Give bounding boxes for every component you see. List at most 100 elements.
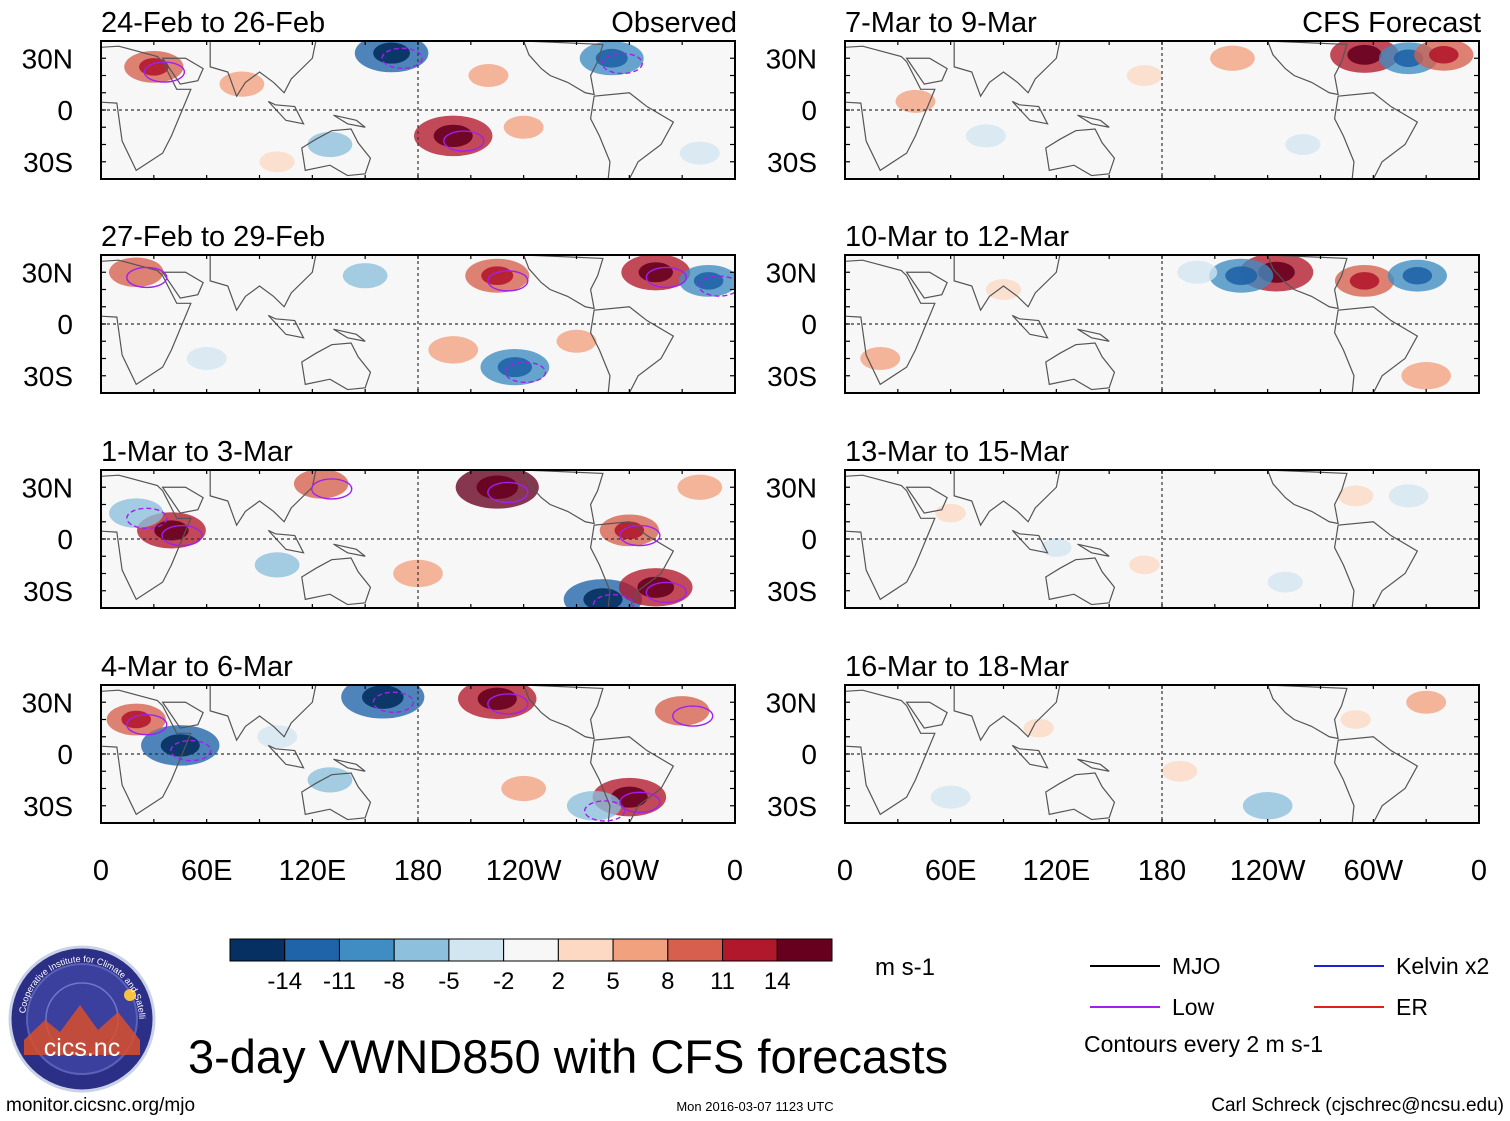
legend: MJO Kelvin x2 Low ER [1090, 953, 1489, 1020]
coastline [1011, 314, 1049, 339]
northerly-anomaly-blob [1285, 134, 1321, 155]
coastline [333, 328, 366, 342]
panel-period: 7-Mar to 9-Mar [845, 7, 1037, 39]
y-tick-label: 30N [766, 687, 817, 718]
y-tick-label: 0 [801, 95, 817, 126]
legend-label: Low [1172, 994, 1215, 1020]
y-tick-label: 30N [22, 687, 73, 718]
y-tick-label: 30S [767, 576, 817, 607]
coastline [301, 557, 372, 606]
y-tick-label: 30S [23, 791, 73, 822]
colorbar-units: m s-1 [875, 954, 935, 981]
low-frequency-contour [372, 691, 415, 713]
coastline [845, 45, 936, 172]
northerly-anomaly-blob [965, 124, 1006, 148]
panel-period: 1-Mar to 3-Mar [101, 436, 293, 468]
northerly-anomaly-blob [1041, 538, 1072, 557]
southerly-anomaly-blob [556, 329, 597, 353]
x-tick-label: 0 [837, 855, 853, 887]
colorbar-label: 11 [710, 968, 735, 995]
legend-entry: Low [1090, 994, 1215, 1020]
colorbar-label: -8 [384, 968, 405, 995]
logo-mountains-icon [24, 1005, 140, 1055]
y-tick-label: 30S [23, 576, 73, 607]
low-frequency-contour [601, 52, 643, 75]
legend-label: ER [1396, 994, 1428, 1020]
x-tick-label: 0 [1471, 855, 1487, 887]
y-tick-label: 0 [801, 309, 817, 340]
colorbar-label: -11 [323, 968, 356, 995]
southerly-anomaly-blob [1406, 690, 1447, 714]
colorbar-box [612, 938, 669, 962]
map-panel: 30N 0 30S 4-Mar to 6-Mar [22, 651, 736, 824]
low-frequency-contour [161, 524, 203, 547]
northerly-anomaly-blob [307, 131, 353, 158]
legend-entry: Kelvin x2 [1314, 953, 1489, 979]
y-tick-label: 30N [766, 43, 817, 74]
strong-anomaly-core [1428, 46, 1459, 64]
northerly-anomaly-blob [679, 141, 720, 165]
colorbar-box [503, 938, 559, 962]
southerly-anomaly-blob [677, 474, 723, 500]
x-tick-label: 180 [394, 855, 442, 887]
colorbar-box [229, 938, 286, 962]
southerly-anomaly-blob [895, 89, 936, 113]
map-panel: 30N 0 30S 27-Feb to 29-Feb [22, 221, 736, 394]
colorbar-label: 5 [606, 968, 619, 995]
colorbar-box [448, 938, 505, 962]
legend-entry: MJO [1090, 953, 1221, 979]
coastline [905, 271, 948, 299]
colorbar-box [667, 938, 724, 962]
southerly-anomaly-blob [1129, 555, 1160, 575]
coastline [1045, 342, 1116, 391]
map-panel: 30N 0 30S 1-Mar to 3-Mar [22, 436, 736, 609]
coastline [1077, 543, 1110, 557]
coastline [1045, 772, 1116, 821]
southerly-anomaly-blob [259, 151, 295, 173]
coastline [301, 772, 372, 821]
x-tick-label: 0 [727, 855, 743, 887]
coastline [267, 744, 305, 769]
map-panel: 30N 0 30S 24-Feb to 26-Feb Observed [22, 7, 737, 180]
y-tick-label: 0 [57, 309, 73, 340]
logo-text: cics.nc [44, 1034, 120, 1062]
footer-author: Carl Schreck (cjschrec@ncsu.edu) [1211, 1095, 1504, 1116]
southerly-anomaly-blob [219, 71, 265, 97]
logo-sun-icon [124, 989, 136, 1001]
coastline [209, 41, 317, 98]
coastline [1333, 92, 1419, 179]
coastline [589, 736, 675, 823]
strong-anomaly-core [638, 262, 673, 283]
legend-label: MJO [1172, 953, 1221, 979]
y-tick-label: 30S [23, 361, 73, 392]
coastline [101, 45, 192, 172]
footer-url: monitor.cicsnc.org/mjo [6, 1095, 195, 1116]
legend-label: Kelvin x2 [1396, 953, 1489, 979]
southerly-anomaly-blob [503, 115, 544, 139]
coastline [101, 474, 192, 601]
y-tick-label: 30N [766, 257, 817, 288]
column-label: CFS Forecast [1302, 7, 1481, 39]
strong-anomaly-core [361, 685, 404, 709]
southerly-anomaly-blob [1126, 65, 1162, 86]
southerly-anomaly-blob [501, 775, 547, 802]
colorbar-label: 8 [661, 968, 674, 995]
coastline [161, 701, 204, 729]
coastline [209, 255, 317, 312]
northerly-anomaly-blob [342, 263, 388, 289]
northerly-anomaly-blob [257, 725, 298, 749]
southerly-anomaly-blob [1340, 710, 1371, 729]
coastline [333, 543, 366, 557]
colorbar-box [284, 938, 340, 962]
x-tick-label: 0 [93, 855, 109, 887]
y-tick-label: 30S [767, 147, 817, 178]
low-frequency-contour [143, 61, 186, 83]
southerly-anomaly-blob [1338, 485, 1374, 507]
coastline [301, 342, 372, 391]
southerly-anomaly-blob [1210, 45, 1255, 71]
northerly-anomaly-blob [930, 785, 971, 809]
strong-anomaly-core [497, 357, 533, 378]
low-frequency-contour [487, 481, 529, 504]
coastline [101, 259, 192, 386]
